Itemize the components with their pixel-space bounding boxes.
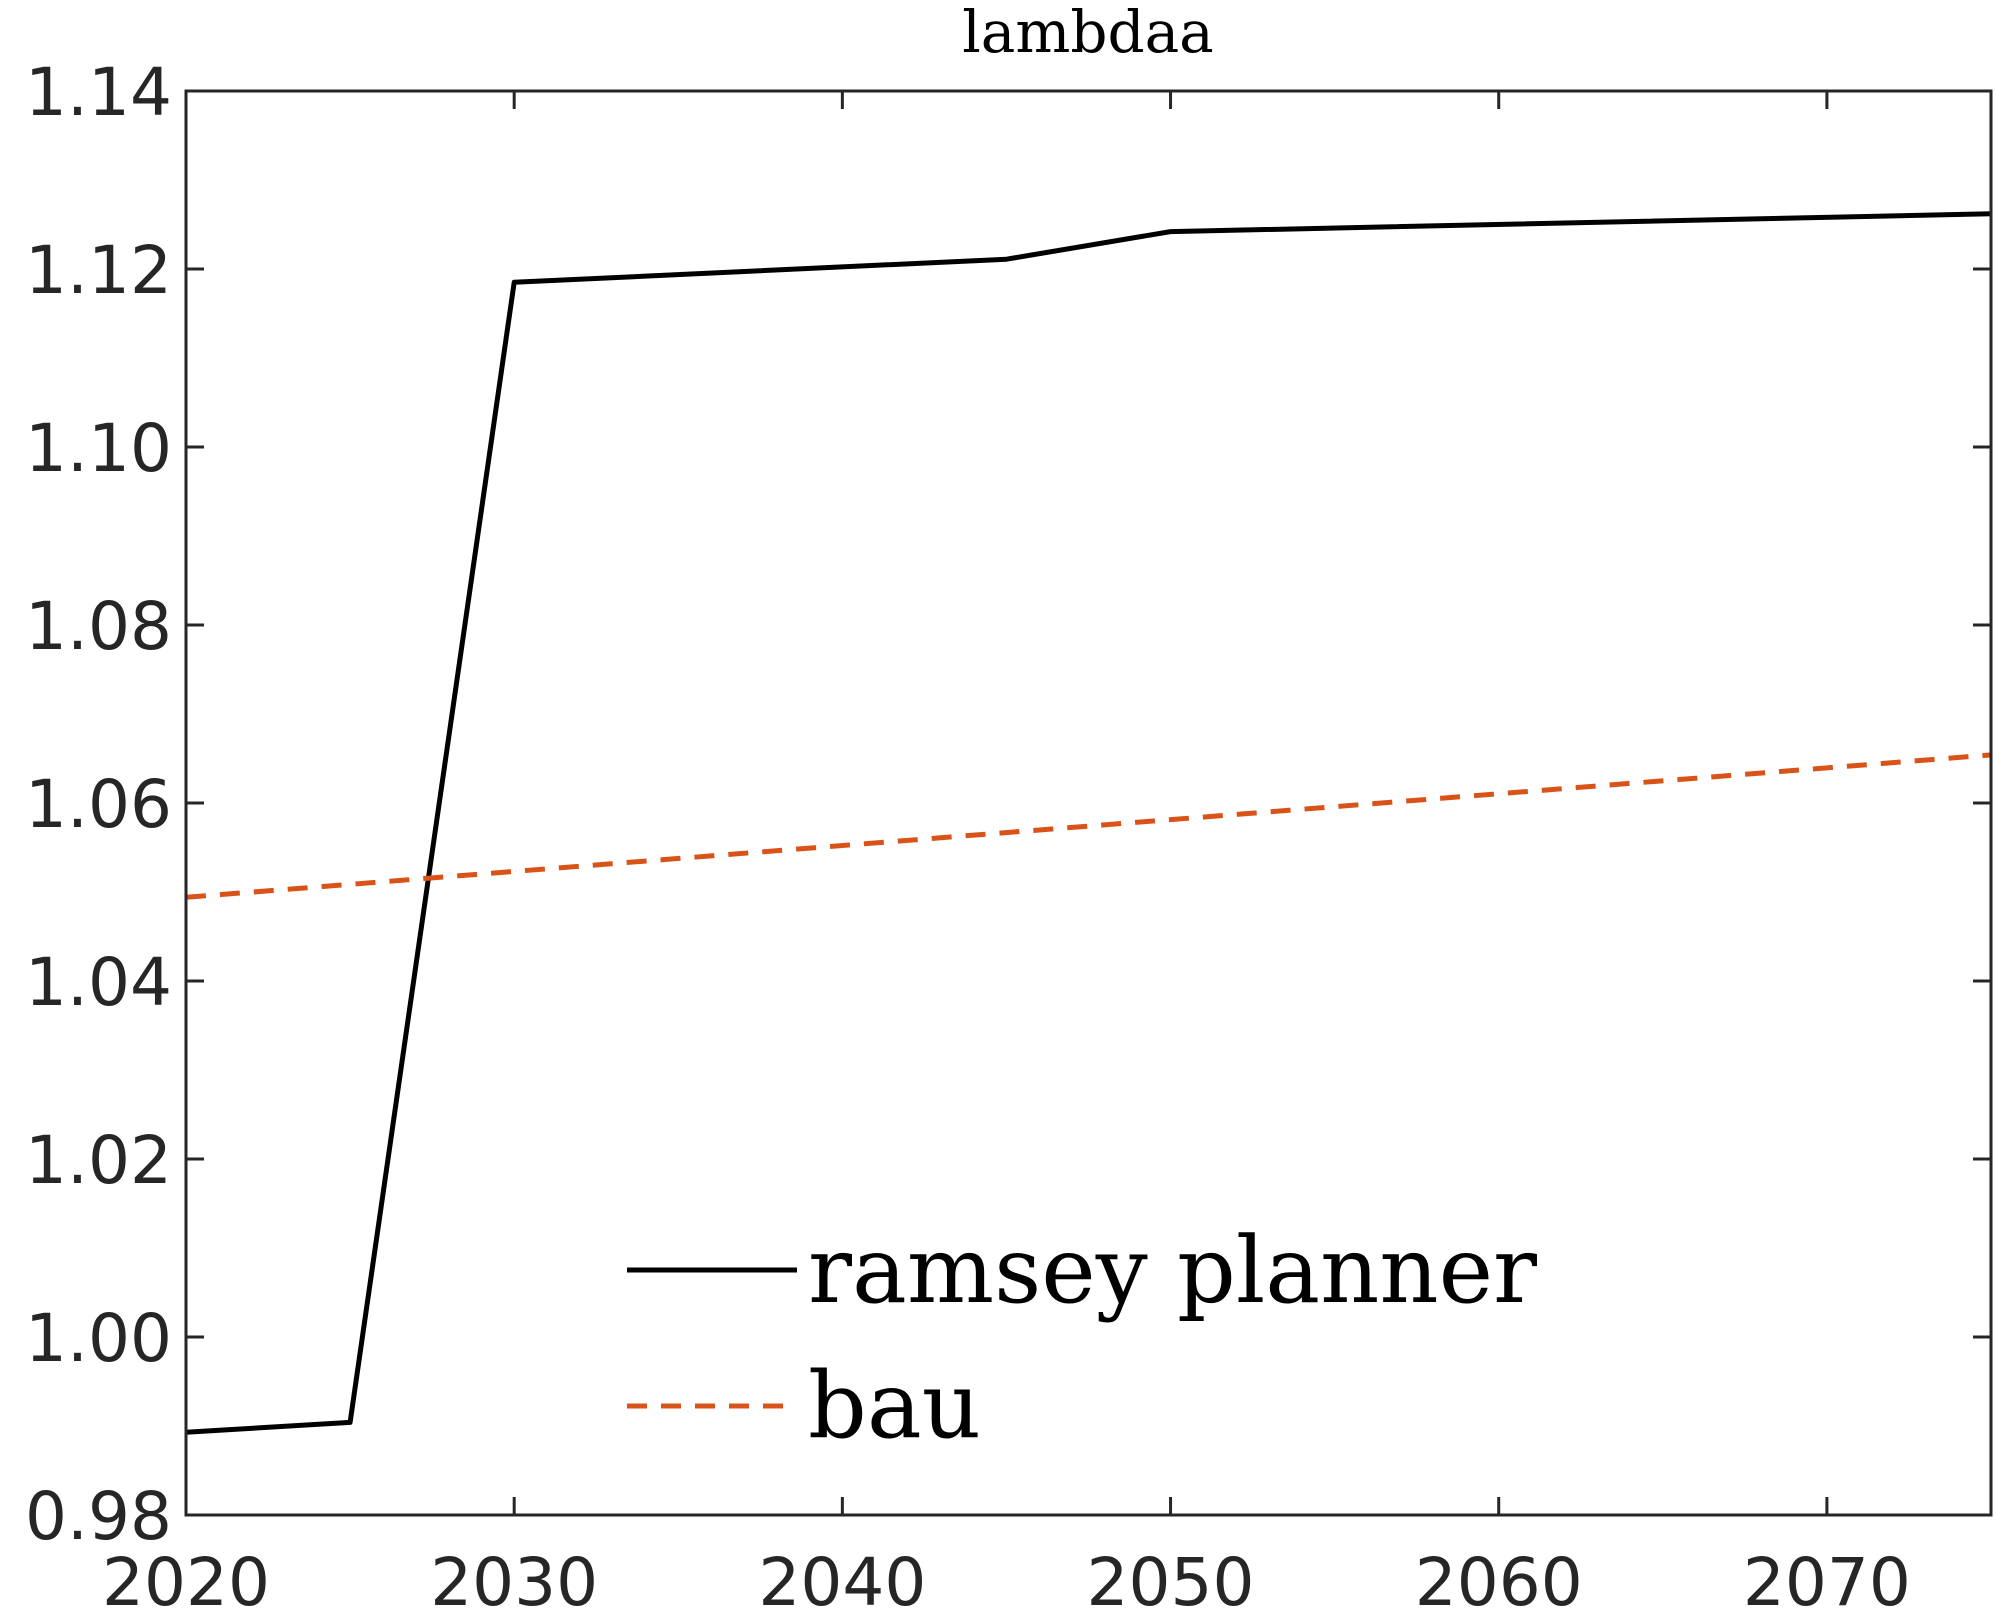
plot-area-frame [184,89,1993,1517]
y-tick-label-1.06: 1.06 [25,766,172,843]
y-tick-label-1.00: 1.00 [25,1300,172,1377]
y-tick-label-1.14: 1.14 [25,54,172,131]
y-tick-label-1.08: 1.08 [25,588,172,665]
x-axis-ticks: 2020 2030 2040 2050 2060 2070 [102,91,1911,1613]
x-tick-label-2060: 2060 [1415,1544,1583,1613]
x-tick-label-2020: 2020 [102,1544,270,1613]
legend-label-ramsey-planner: ramsey planner [808,1217,1537,1324]
y-tick-label-0.98: 0.98 [25,1478,172,1555]
plot-area-background [186,91,1991,1515]
x-tick-label-2030: 2030 [430,1544,598,1613]
y-tick-label-1.04: 1.04 [25,944,172,1021]
series-line-ramsey-planner [185,211,1992,1435]
x-tick-label-2070: 2070 [1743,1544,1911,1613]
legend: ramsey planner bau [627,1217,1537,1459]
y-tick-label-1.10: 1.10 [25,410,172,487]
series-line-bau [185,752,1992,900]
chart-title: lambdaa [962,0,1214,66]
x-tick-label-2040: 2040 [758,1544,926,1613]
legend-label-bau: bau [808,1352,981,1459]
y-axis-ticks: 0.98 1.00 1.02 1.04 1.06 1.08 1.10 1.12 1.14 [25,54,1991,1555]
y-tick-label-1.12: 1.12 [25,232,172,309]
x-tick-label-2050: 2050 [1087,1544,1255,1613]
series-layer [185,211,1992,1435]
y-tick-label-1.02: 1.02 [25,1122,172,1199]
